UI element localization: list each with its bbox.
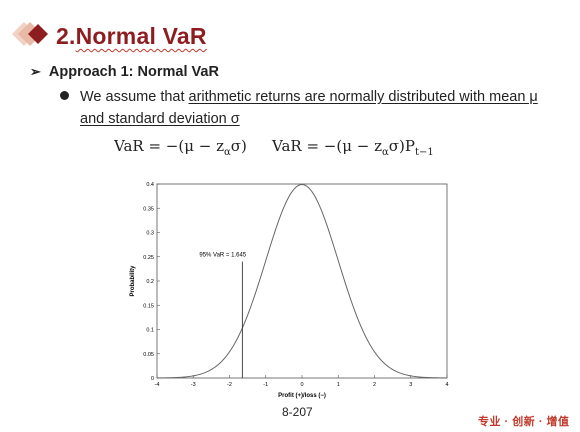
var-formula: VaR = −(μ − zασ) bbox=[114, 137, 247, 158]
approach-label: Approach 1: Normal VaR bbox=[48, 64, 219, 80]
x-tick-label: -2 bbox=[227, 382, 232, 388]
y-tick-label: 0.25 bbox=[143, 255, 154, 261]
normal-distribution-chart: 0 0.05 0.1 0.15 0.2 0.25 0.3 0.35 0.4 -4 -3 -2 -1 0 1… bbox=[130, 182, 449, 399]
approach-heading: ➢ Approach 1: Normal VaR bbox=[30, 64, 219, 80]
y-tick-label: 0.05 bbox=[143, 352, 154, 358]
page-number: 8-207 bbox=[282, 405, 313, 419]
y-tick-label: 0.2 bbox=[146, 279, 154, 285]
x-tick-label: 1 bbox=[337, 382, 340, 388]
assumption-text: We assume that arithmetic returns are no… bbox=[80, 89, 538, 127]
x-tick-label: -4 bbox=[155, 382, 160, 388]
x-tick-label: 0 bbox=[300, 382, 303, 388]
page-title: 2.Normal VaR bbox=[56, 23, 207, 49]
x-tick-label: -1 bbox=[263, 382, 268, 388]
var-annotation: 95% VaR = 1.645 bbox=[199, 253, 246, 259]
title-decoration-icon bbox=[12, 22, 48, 46]
bullet-dot-icon bbox=[60, 91, 69, 100]
x-tick-label: -3 bbox=[191, 382, 196, 388]
plot-frame bbox=[156, 183, 448, 379]
slogan-text: 专业 · 创新 · 增值 bbox=[478, 416, 570, 428]
y-tick-label: 0.4 bbox=[146, 182, 154, 188]
x-tick-label: 3 bbox=[409, 382, 412, 388]
y-tick-label: 0.15 bbox=[143, 303, 154, 309]
arrow-bullet-icon: ➢ bbox=[30, 64, 41, 79]
y-tick-label: 0.1 bbox=[146, 328, 154, 334]
y-tick-label: 0.3 bbox=[146, 231, 154, 237]
x-axis-label: Profit (+)/loss (−) bbox=[278, 393, 326, 399]
y-tick-label: 0 bbox=[151, 376, 154, 382]
y-tick-label: 0.35 bbox=[143, 206, 154, 212]
var-formula-price: VaR = −(μ − zασ)Pt−1 bbox=[272, 137, 434, 158]
y-axis-label: Probability bbox=[130, 265, 136, 297]
x-tick-label: 4 bbox=[445, 382, 448, 388]
x-tick-label: 2 bbox=[373, 382, 376, 388]
normal-pdf-curve bbox=[156, 184, 448, 379]
